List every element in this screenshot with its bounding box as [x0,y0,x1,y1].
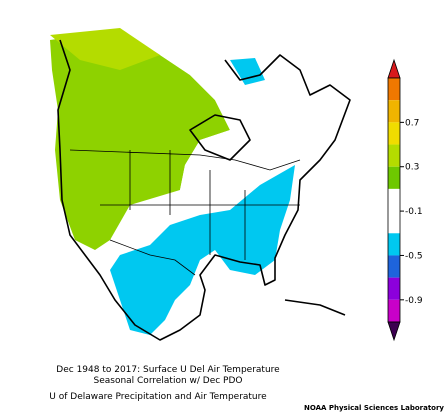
state-borders [69,149,301,276]
caption-line: U of Delaware Precipitation and Air Temp… [49,392,267,402]
colorbar-segment [388,166,400,189]
colorbar: 0.7 0.3 -0.1 -0.5 -0.9 [387,58,423,342]
caption-line: Seasonal Correlation w/ Dec PDO [93,376,242,386]
caribbean [284,299,346,316]
colorbar-segment [388,144,400,167]
colorbar-frame [387,77,401,323]
colorbar-segment [388,277,400,300]
colorbar-label: -0.5 [405,251,423,261]
colorbar-cap [387,58,401,79]
coastline [57,39,351,341]
colorbar-segment [388,233,400,256]
colorbar-segment [388,122,400,145]
colorbar-segment [388,188,400,212]
colorbar-cap [387,321,401,342]
region-cyan-canada [230,58,265,85]
caption-line: Dec 1948 to 2017: Surface U Del Air Temp… [56,365,280,375]
caption: Dec 1948 to 2017: Surface U Del Air Temp… [49,365,444,412]
colorbar-segment [388,78,400,101]
region-cyan [110,165,295,335]
colorbar-label: 0.7 [405,118,419,128]
colorbar-label: -0.9 [405,296,423,306]
colorbar-segment [388,211,400,234]
colorbar-label: 0.3 [405,163,419,173]
map [50,28,351,341]
source: NOAA Physical Sciences Laboratory [304,404,444,412]
colorbar-segment [388,255,400,278]
region-white [160,55,320,215]
region-yellowgreen [50,28,160,70]
colorbar-label: -0.1 [405,207,423,217]
colorbar-segment [388,100,400,123]
colorbar-segment [388,299,400,322]
region-green [50,30,230,250]
hudson-bay [189,114,251,161]
